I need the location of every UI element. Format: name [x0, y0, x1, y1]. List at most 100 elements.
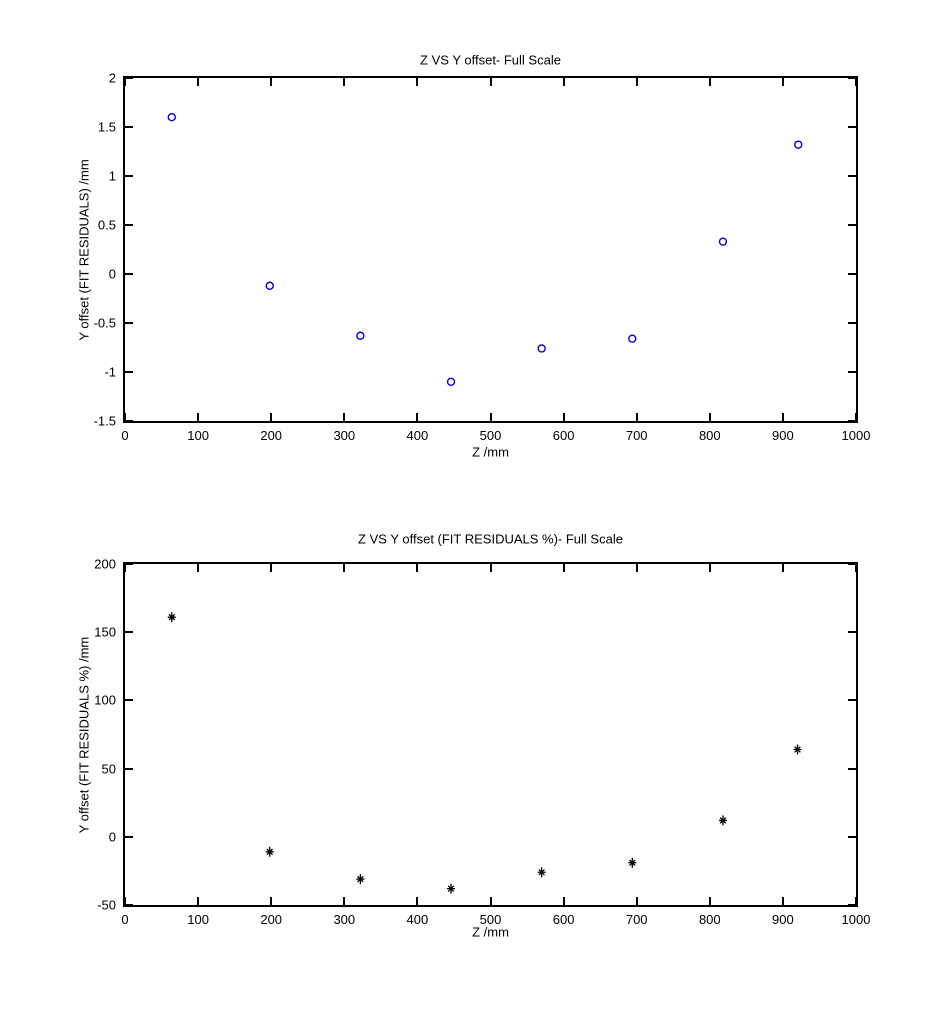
- x-tick-mark: [490, 897, 492, 905]
- top-plot-x-axis-label: Z /mm: [472, 444, 509, 460]
- y-tick-mark: [848, 371, 856, 373]
- y-tick-mark: [125, 631, 133, 633]
- data-point-circle-marker: [356, 331, 365, 340]
- data-point-circle-marker: [167, 113, 176, 122]
- y-tick-mark: [848, 420, 856, 422]
- x-tick-mark: [343, 564, 345, 572]
- x-tick-label: 800: [698, 428, 721, 443]
- x-tick-mark: [490, 413, 492, 421]
- data-point-circle-marker: [718, 237, 728, 246]
- data-point-asterisk-marker: [793, 744, 802, 755]
- y-tick-label: -50: [97, 897, 116, 913]
- y-tick-mark: [125, 836, 133, 838]
- data-point-asterisk-marker: [628, 857, 637, 868]
- x-tick-mark: [709, 413, 711, 421]
- x-tick-label: 300: [333, 428, 356, 443]
- y-tick-mark: [125, 322, 133, 324]
- x-tick-mark: [490, 78, 492, 86]
- y-tick-mark: [848, 77, 856, 79]
- y-tick-mark: [125, 224, 133, 226]
- data-point-asterisk-marker: [265, 846, 274, 857]
- y-tick-label: 1: [108, 168, 116, 184]
- x-tick-mark: [124, 78, 126, 86]
- x-tick-label: 800: [698, 912, 721, 927]
- x-tick-mark: [416, 897, 418, 905]
- x-tick-label: 200: [260, 912, 283, 927]
- scatter-marker-layer: [167, 612, 802, 894]
- x-tick-mark: [636, 413, 638, 421]
- x-tick-mark: [782, 897, 784, 905]
- x-tick-mark: [855, 413, 857, 421]
- y-tick-label: 100: [94, 692, 116, 708]
- x-tick-label: 600: [552, 428, 575, 443]
- x-tick-mark: [416, 413, 418, 421]
- x-tick-label: 500: [479, 912, 502, 927]
- y-tick-mark: [125, 904, 133, 906]
- x-tick-mark: [197, 78, 199, 86]
- bottom-plot-title: Z VS Y offset (FIT RESIDUALS %)- Full Sc…: [358, 531, 623, 547]
- y-tick-mark: [125, 768, 133, 770]
- y-tick-mark: [848, 631, 856, 633]
- y-tick-label: 200: [94, 556, 116, 572]
- y-tick-mark: [848, 175, 856, 177]
- x-tick-mark: [343, 897, 345, 905]
- bottom-plot-area: [123, 562, 858, 907]
- x-tick-mark: [563, 413, 565, 421]
- x-tick-label: 300: [333, 912, 356, 927]
- x-tick-mark: [124, 413, 126, 421]
- top-plot-title: Z VS Y offset- Full Scale: [420, 52, 561, 68]
- x-tick-label: 700: [625, 428, 648, 443]
- y-tick-mark: [848, 904, 856, 906]
- x-tick-label: 900: [772, 912, 794, 927]
- data-point-asterisk-marker: [447, 883, 456, 894]
- y-tick-label: 1.5: [97, 119, 116, 135]
- x-tick-label: 700: [625, 912, 648, 927]
- x-tick-mark: [636, 564, 638, 572]
- data-point-circle-marker: [794, 140, 803, 149]
- x-tick-mark: [563, 564, 565, 572]
- x-tick-mark: [270, 564, 272, 572]
- x-tick-mark: [636, 78, 638, 86]
- x-tick-label: 500: [479, 428, 502, 443]
- x-tick-mark: [490, 564, 492, 572]
- x-tick-mark: [270, 897, 272, 905]
- x-tick-mark: [855, 897, 857, 905]
- y-tick-mark: [125, 420, 133, 422]
- y-tick-mark: [848, 563, 856, 565]
- x-tick-mark: [563, 897, 565, 905]
- y-tick-mark: [125, 273, 133, 275]
- x-tick-mark: [343, 78, 345, 86]
- data-point-asterisk-marker: [167, 612, 176, 623]
- x-tick-label: 1000: [841, 428, 871, 443]
- y-tick-label: -0.5: [93, 315, 116, 331]
- x-tick-label: 0: [121, 428, 129, 443]
- bottom-plot-y-axis-label: Y offset (FIT RESIDUALS %) /mm: [76, 636, 92, 833]
- y-tick-label: -1.5: [93, 413, 116, 429]
- y-tick-mark: [848, 836, 856, 838]
- x-tick-mark: [563, 78, 565, 86]
- x-tick-mark: [709, 564, 711, 572]
- x-tick-mark: [855, 564, 857, 572]
- y-tick-label: 0.5: [97, 217, 116, 233]
- x-tick-label: 100: [187, 912, 209, 927]
- x-tick-mark: [270, 413, 272, 421]
- y-tick-mark: [848, 699, 856, 701]
- scatter-marker-layer: [167, 113, 803, 386]
- y-tick-mark: [125, 563, 133, 565]
- x-tick-mark: [782, 564, 784, 572]
- x-tick-mark: [782, 78, 784, 86]
- y-tick-mark: [848, 768, 856, 770]
- x-tick-mark: [416, 564, 418, 572]
- y-tick-mark: [125, 699, 133, 701]
- y-tick-label: 0: [108, 829, 116, 845]
- x-tick-label: 400: [406, 428, 429, 443]
- data-point-asterisk-marker: [356, 874, 365, 885]
- y-tick-label: -1: [104, 364, 116, 380]
- x-tick-mark: [709, 78, 711, 86]
- x-tick-mark: [124, 897, 126, 905]
- x-tick-mark: [636, 897, 638, 905]
- y-tick-label: 0: [108, 266, 116, 282]
- x-tick-label: 600: [552, 912, 575, 927]
- data-point-circle-marker: [537, 344, 546, 353]
